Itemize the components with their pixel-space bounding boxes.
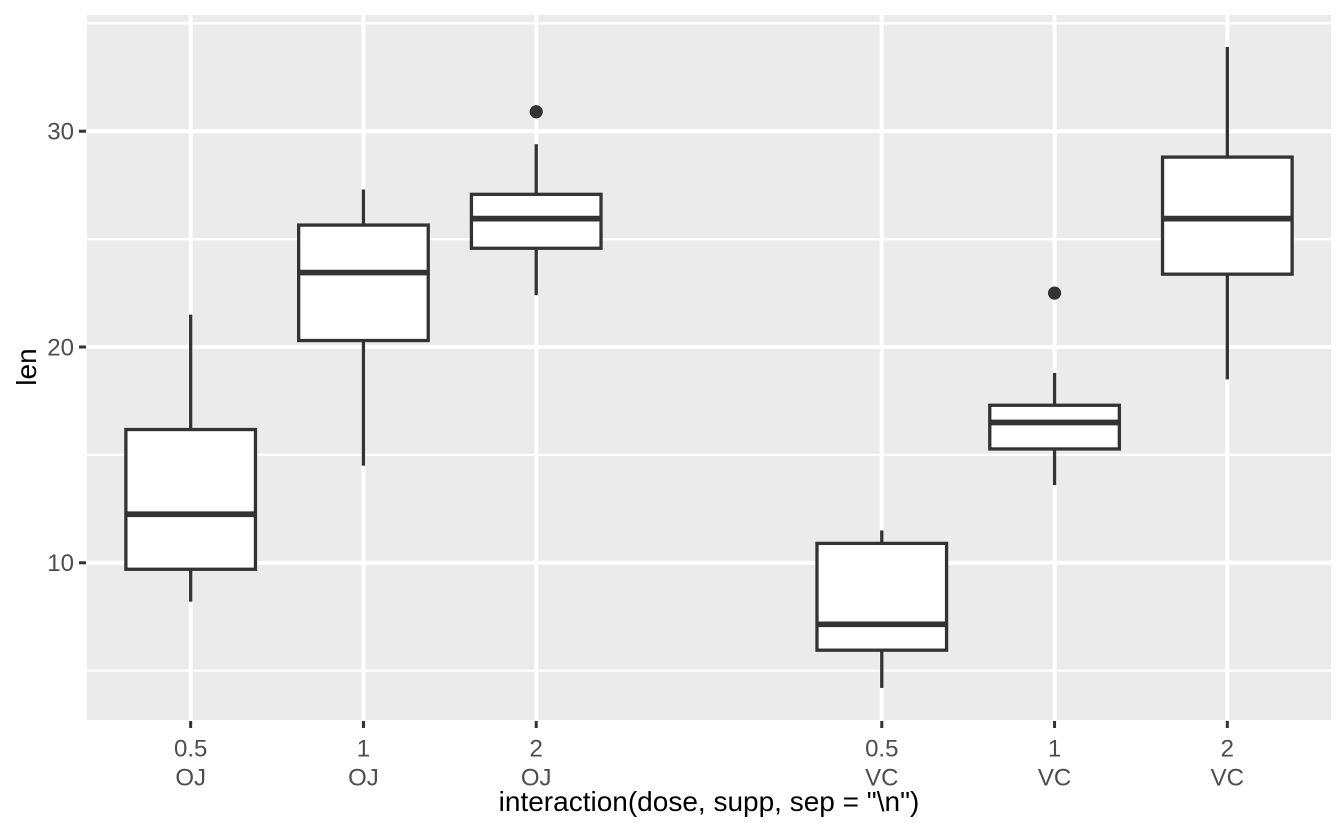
x-tick-label-dose-0.5-VC: 0.5 — [865, 735, 898, 762]
x-tick-label-dose-2-OJ: 2 — [530, 735, 543, 762]
x-axis-title: interaction(dose, supp, sep = "\n") — [498, 786, 920, 817]
outlier-point-2-OJ — [529, 105, 543, 119]
x-tick-label-supp-1-OJ: OJ — [348, 764, 379, 791]
x-tick-label-supp-2-VC: VC — [1211, 764, 1244, 791]
y-axis-title: len — [11, 348, 42, 386]
outlier-point-1-VC — [1047, 286, 1062, 300]
box-0.5-OJ — [124, 427, 258, 571]
y-tick-label-30: 30 — [47, 119, 74, 146]
box-1-VC — [988, 403, 1121, 451]
x-tick-label-dose-2-VC: 2 — [1221, 735, 1234, 762]
y-tick-label-20: 20 — [47, 334, 74, 361]
x-tick-label-dose-1-OJ: 1 — [357, 735, 370, 762]
box-0.5-VC — [815, 541, 949, 652]
box-2-VC — [1160, 155, 1294, 276]
x-tick-label-dose-0.5-OJ: 0.5 — [174, 735, 207, 762]
x-tick-label-supp-0.5-OJ: OJ — [175, 764, 206, 791]
x-tick-label-supp-1-VC: VC — [1038, 764, 1071, 791]
x-tick-label-supp-2-OJ: OJ — [521, 764, 552, 791]
x-tick-label-dose-1-VC: 1 — [1048, 735, 1061, 762]
box-1-OJ — [297, 223, 430, 343]
y-tick-label-10: 10 — [47, 550, 74, 577]
plot-panel — [87, 15, 1331, 720]
x-tick-label-supp-0.5-VC: VC — [865, 764, 898, 791]
